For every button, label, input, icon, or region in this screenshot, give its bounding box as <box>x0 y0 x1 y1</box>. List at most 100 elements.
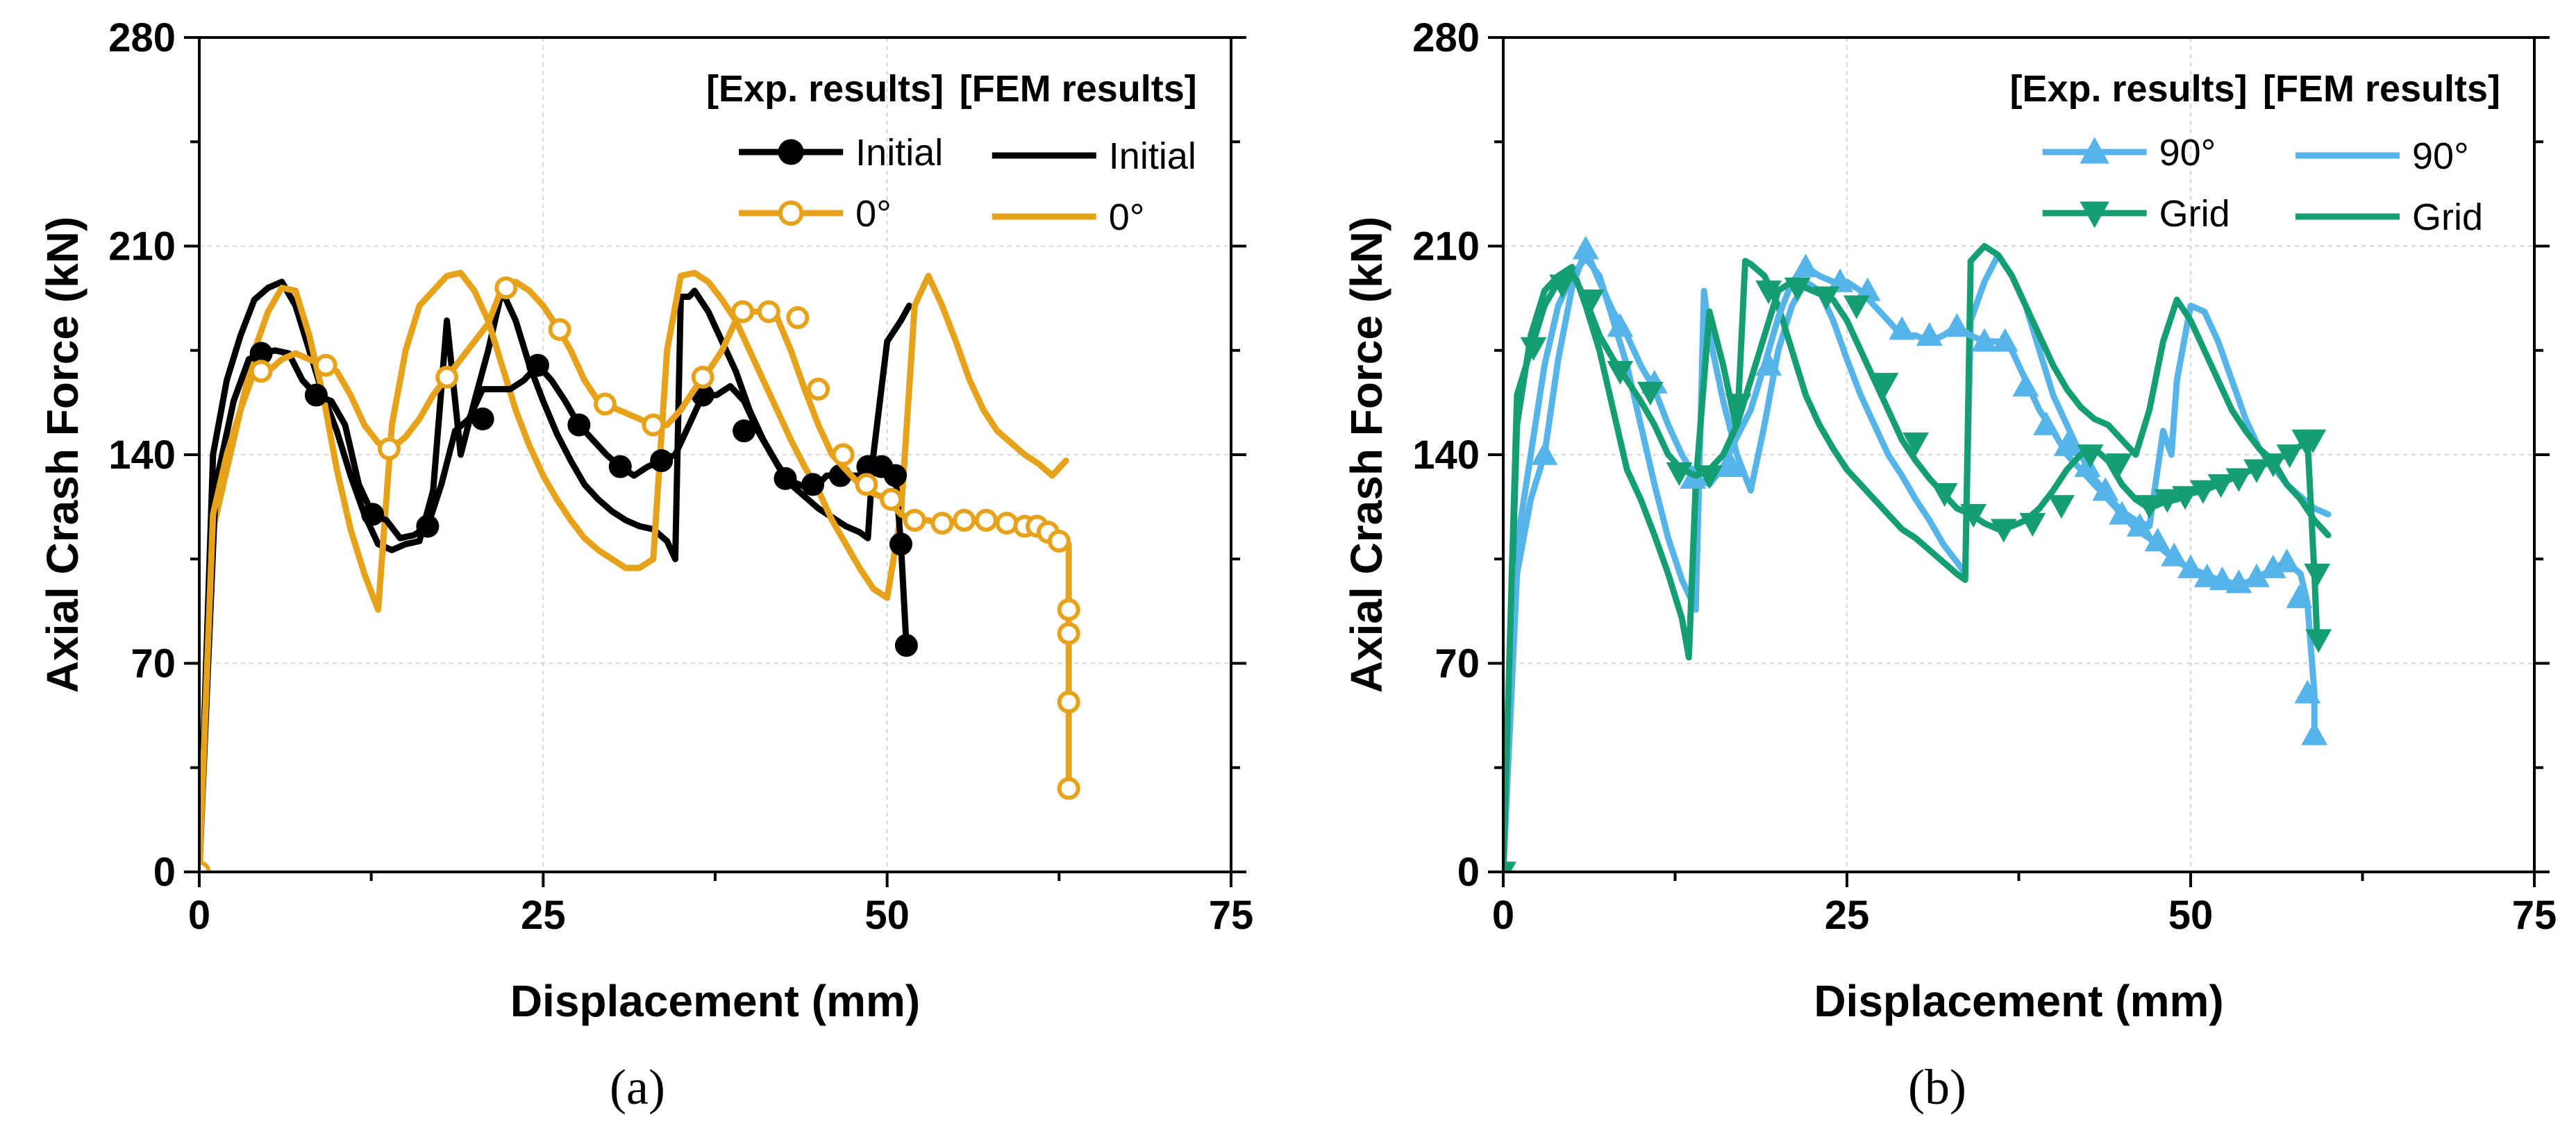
series-marker-exp-1 <box>642 413 665 437</box>
series-marker-exp-1 <box>2172 486 2199 510</box>
series-marker-exp-0 <box>1971 328 1998 352</box>
y-tick-label: 140 <box>108 432 176 478</box>
x-tick-label: 25 <box>521 893 566 938</box>
series-marker-exp-1 <box>435 365 459 389</box>
series-marker-exp-0 <box>1943 313 1971 337</box>
legend-label: 90° <box>2412 135 2469 177</box>
series-marker-exp-0 <box>889 532 912 556</box>
series-marker-exp-0 <box>471 407 494 430</box>
legend-header-fem: [FEM results] <box>2263 68 2500 110</box>
x-tick-label: 75 <box>2512 893 2557 938</box>
panel-label: (b) <box>1908 1059 1966 1115</box>
series-marker-exp-0 <box>1889 316 1916 340</box>
series-marker-exp-1 <box>1503 862 1516 872</box>
y-tick-label: 0 <box>1457 850 1480 895</box>
series-marker-exp-1 <box>1696 465 1723 489</box>
series-marker-exp-1 <box>1843 295 1870 319</box>
series-marker-exp-1 <box>930 512 954 535</box>
grid <box>1503 37 2534 872</box>
legend-swatch-marker <box>778 139 804 165</box>
panel-b: 0 25 50 75 0 70 140 210 280 Displacement (mm) Axia… <box>1341 15 2557 1115</box>
series-marker-exp-0 <box>773 467 797 490</box>
series-marker-exp-1 <box>807 378 830 401</box>
y-tick-label: 280 <box>1412 15 1480 60</box>
series-marker-exp-0 <box>2126 512 2153 537</box>
series-marker-exp-1 <box>1666 462 1693 487</box>
series-marker-exp-0 <box>2193 563 2220 587</box>
series-marker-exp-1 <box>2243 459 2270 483</box>
x-tick-label: 0 <box>1492 893 1514 938</box>
ticks: 0 25 50 75 0 70 140 210 280 <box>1412 15 2557 938</box>
series-marker-exp-1 <box>1755 280 1782 305</box>
series-marker-exp-0 <box>2092 477 2119 501</box>
series-marker-exp-1 <box>2305 629 2332 653</box>
series-marker-exp-1 <box>786 306 810 330</box>
series-marker-exp-0 <box>1755 351 1782 376</box>
series-marker-exp-1 <box>1057 690 1080 714</box>
legend-header-exp: [Exp. results] <box>2010 68 2248 110</box>
legend-label: Initial <box>1109 135 1196 177</box>
series-marker-exp-0 <box>2074 453 2101 477</box>
series-marker-exp-1 <box>1872 373 1899 397</box>
series-marker-exp-1 <box>1725 394 1752 418</box>
series-marker-exp-1 <box>1057 598 1080 621</box>
x-tick-label: 50 <box>864 893 910 938</box>
series-marker-exp-1 <box>2019 512 2046 537</box>
series-marker-exp-1 <box>1549 274 1576 299</box>
series-marker-exp-0 <box>2053 432 2080 456</box>
series-marker-exp-1 <box>2106 453 2132 478</box>
series-marker-exp-1 <box>2048 495 2075 519</box>
series-marker-exp-1 <box>314 353 337 377</box>
series-marker-exp-1 <box>2225 468 2252 492</box>
series-marker-exp-1 <box>2276 444 2303 469</box>
series-marker-exp-0 <box>1792 253 1819 278</box>
x-tick-label: 75 <box>1209 893 1254 938</box>
series-marker-exp-0 <box>567 413 591 437</box>
legend-swatch-marker <box>2080 201 2109 228</box>
series-marker-exp-0 <box>1572 235 1599 260</box>
series-line-fem-2 <box>1503 251 2332 872</box>
series-marker-exp-0 <box>1854 277 1881 301</box>
series-marker-exp-1 <box>2304 563 2331 588</box>
series-marker-exp-0 <box>650 449 674 473</box>
series-marker-exp-1 <box>974 508 998 532</box>
series-marker-exp-0 <box>884 464 908 487</box>
series-marker-exp-1 <box>494 276 518 300</box>
plot-area <box>1503 235 2332 872</box>
series-marker-exp-1 <box>377 437 401 460</box>
series-marker-exp-0 <box>608 455 632 478</box>
series-marker-exp-1 <box>2189 480 2216 504</box>
legend-header-exp: [Exp. results] <box>706 68 944 110</box>
series-marker-exp-0 <box>733 419 756 443</box>
series-marker-exp-0 <box>526 353 549 377</box>
y-tick-label: 70 <box>1435 641 1480 687</box>
legend-label: 90° <box>2159 132 2216 174</box>
series-marker-exp-1 <box>757 300 780 323</box>
x-tick-label: 0 <box>188 893 210 938</box>
series-marker-exp-0 <box>361 503 385 526</box>
grid <box>199 37 1231 872</box>
series-line-fem-2 <box>199 278 912 872</box>
x-tick-label: 25 <box>1825 893 1870 938</box>
legend-label: 0° <box>1109 196 1145 238</box>
legend: [Exp. results] [FEM results] Initial 0° Init… <box>706 68 1197 238</box>
series-marker-exp-0 <box>2161 542 2188 566</box>
series-marker-exp-1 <box>548 318 571 342</box>
series-marker-exp-1 <box>1990 519 2017 543</box>
legend-label: 0° <box>855 193 892 235</box>
y-axis-title: Axial Crash Force (kN) <box>37 217 87 693</box>
series-marker-exp-1 <box>1813 286 1840 310</box>
series-marker-exp-1 <box>1047 529 1071 553</box>
series-marker-exp-1 <box>831 443 855 467</box>
y-tick-label: 0 <box>153 850 176 895</box>
x-axis-title: Displacement (mm) <box>510 976 920 1026</box>
series-marker-exp-1 <box>1057 622 1080 646</box>
series-marker-exp-1 <box>953 508 976 532</box>
series-marker-exp-1 <box>2300 429 2327 453</box>
y-tick-label: 210 <box>108 224 176 269</box>
series-marker-exp-0 <box>1718 453 1745 477</box>
series-marker-exp-0 <box>304 383 328 407</box>
series-line-fem-3 <box>199 269 1069 872</box>
series-line-fem-3 <box>1503 243 2332 872</box>
ticks: 0 25 50 75 0 70 140 210 280 <box>108 15 1253 938</box>
